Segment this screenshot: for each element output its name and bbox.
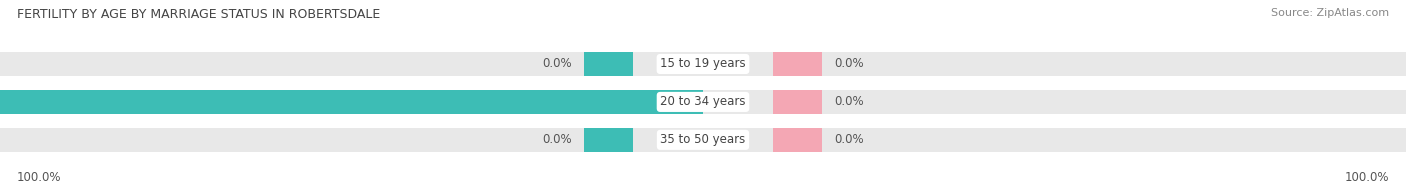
Bar [773, 90, 823, 114]
Text: FERTILITY BY AGE BY MARRIAGE STATUS IN ROBERTSDALE: FERTILITY BY AGE BY MARRIAGE STATUS IN R… [17, 8, 380, 21]
Text: 100.0%: 100.0% [17, 171, 62, 184]
Bar [583, 90, 633, 114]
Text: 0.0%: 0.0% [541, 133, 572, 146]
Text: 0.0%: 0.0% [834, 57, 865, 71]
Text: 0.0%: 0.0% [541, 57, 572, 71]
Text: 100.0%: 100.0% [1344, 171, 1389, 184]
Text: 0.0%: 0.0% [834, 95, 865, 108]
Text: 15 to 19 years: 15 to 19 years [661, 57, 745, 71]
Bar [0, 52, 1406, 76]
Bar [0, 90, 703, 114]
Bar [583, 52, 633, 76]
Text: 20 to 34 years: 20 to 34 years [661, 95, 745, 108]
Bar [0, 90, 1406, 114]
Bar [773, 52, 823, 76]
Text: 0.0%: 0.0% [834, 133, 865, 146]
Text: Source: ZipAtlas.com: Source: ZipAtlas.com [1271, 8, 1389, 18]
Bar [773, 128, 823, 152]
Text: 35 to 50 years: 35 to 50 years [661, 133, 745, 146]
Bar [583, 128, 633, 152]
Bar [0, 128, 1406, 152]
